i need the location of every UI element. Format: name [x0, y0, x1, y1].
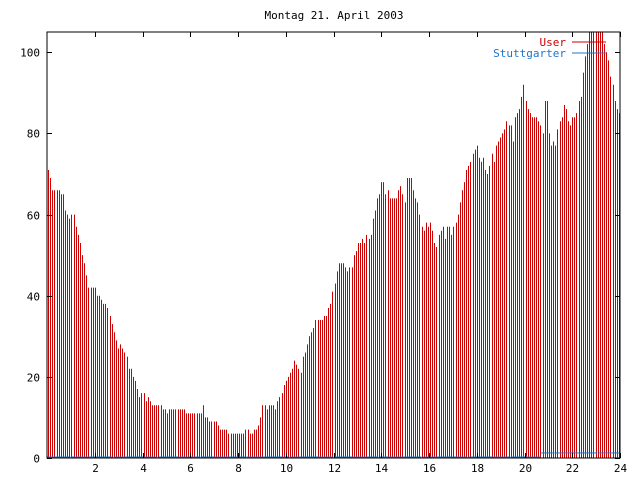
x-tick-label: 14 [375, 462, 389, 475]
y-axis: 0 20 40 60 80 100 [20, 47, 620, 466]
x-tick-label: 10 [280, 462, 293, 475]
x-tick-label: 12 [328, 462, 341, 475]
x-tick-label: 2 [92, 462, 99, 475]
x-tick-label: 16 [423, 462, 436, 475]
y-tick-label: 100 [20, 47, 40, 60]
x-tick-label: 18 [471, 462, 484, 475]
y-tick-label: 0 [33, 453, 40, 466]
x-tick-label: 8 [235, 462, 242, 475]
legend-entry-stuttgarter: Stuttgarter [493, 47, 566, 60]
y-tick-label: 40 [27, 291, 40, 304]
x-tick-label: 24 [614, 462, 628, 475]
y-tick-label: 60 [27, 210, 40, 223]
plot-frame [46, 31, 621, 459]
x-tick-label: 20 [519, 462, 532, 475]
x-tick-label: 4 [140, 462, 147, 475]
legend: User Stuttgarter [493, 36, 606, 60]
chart-title: Montag 21. April 2003 [264, 9, 403, 22]
y-tick-label: 20 [27, 372, 40, 385]
legend-entry-user: User [540, 36, 567, 49]
x-axis: 2 4 6 8 10 12 14 16 18 20 22 24 [92, 32, 627, 475]
x-tick-label: 22 [566, 462, 579, 475]
bars-layer [48, 32, 620, 458]
y-tick-label: 80 [27, 128, 40, 141]
x-tick-label: 6 [187, 462, 194, 475]
